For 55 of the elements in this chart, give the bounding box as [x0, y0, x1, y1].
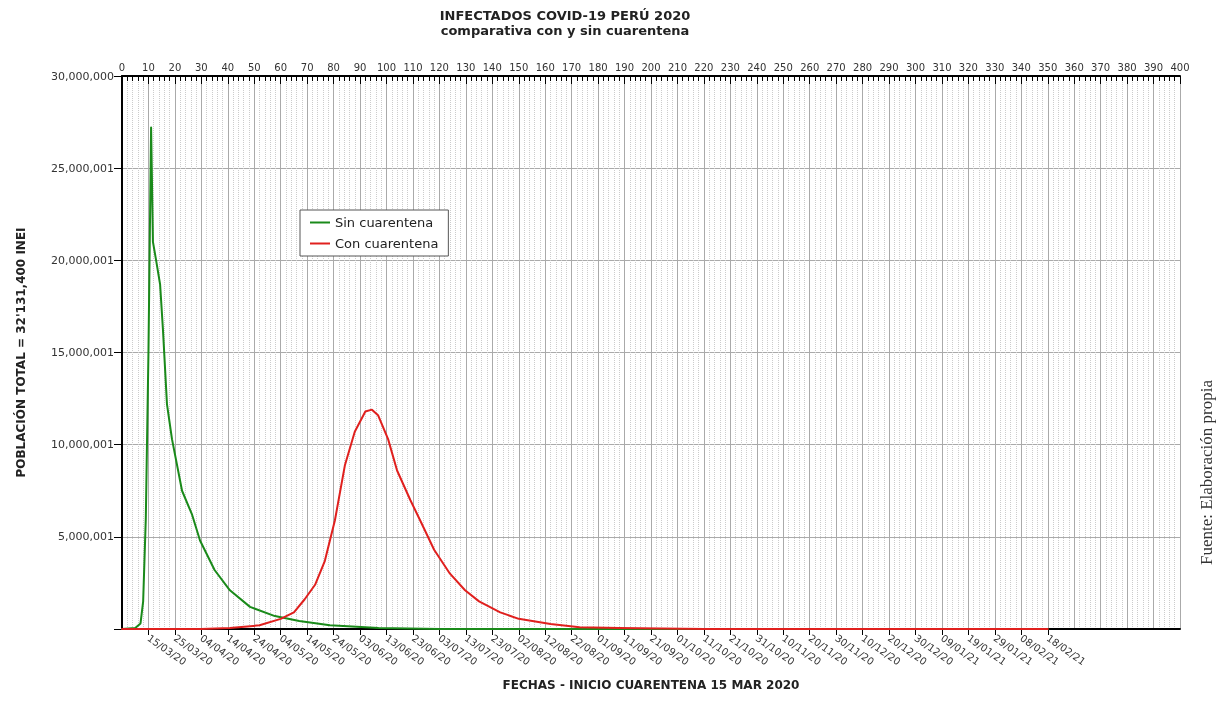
x-tick-label: 300 — [905, 61, 926, 73]
x-tick-label: 230 — [720, 61, 740, 73]
x-tick-label: 20 — [168, 61, 182, 73]
x2-axis-title: FECHAS - INICIO CUARENTENA 15 MAR 2020 — [502, 678, 800, 692]
x-tick-label: 120 — [429, 61, 449, 73]
x-tick-label: 200 — [641, 61, 661, 73]
x-tick-label: 340 — [1011, 61, 1031, 73]
x-tick-label: 140 — [482, 61, 502, 73]
x-tick-label: 280 — [853, 61, 873, 73]
x-tick-label: 50 — [247, 61, 261, 73]
y-tick-label: 15,000,001 — [51, 346, 114, 359]
legend-label: Con cuarentena — [335, 236, 439, 251]
x-tick-label: 400 — [1170, 61, 1190, 73]
x-tick-label: 40 — [221, 61, 235, 73]
x-tick-label: 110 — [403, 61, 423, 73]
chart-subtitle: comparativa con y sin cuarentena — [440, 23, 690, 38]
x-tick-label: 260 — [800, 61, 820, 73]
x-tick-label: 360 — [1064, 61, 1084, 73]
y-tick-label: 10,000,001 — [51, 438, 114, 452]
y-tick-label: 25,000,001 — [51, 161, 114, 175]
x-tick-label: 270 — [826, 61, 846, 73]
x-tick-label: 70 — [300, 61, 314, 73]
y-tick-label: 5,000,001 — [58, 530, 114, 544]
chart-title: INFECTADOS COVID-19 PERÚ 2020 — [439, 8, 691, 23]
x-tick-label: 0 — [118, 61, 126, 73]
line-series — [121, 408, 1049, 630]
x-tick-label: 60 — [274, 61, 288, 73]
x-tick-label: 90 — [353, 61, 367, 73]
x-tick-label: 390 — [1144, 61, 1164, 73]
x-tick-label: 80 — [327, 61, 340, 73]
x-tick-label: 380 — [1117, 61, 1137, 73]
x-tick-label: 170 — [562, 61, 582, 73]
x-tick-label: 30 — [194, 61, 208, 73]
x-tick-label: 320 — [958, 61, 978, 73]
x-tick-label: 130 — [456, 61, 476, 73]
x-tick-label: 220 — [694, 61, 714, 73]
x-tick-label: 370 — [1091, 61, 1111, 73]
x-tick-label: 10 — [142, 61, 155, 73]
x-tick-label: 350 — [1038, 61, 1058, 73]
x-tick-label: 310 — [932, 61, 952, 73]
x-tick-label: 150 — [509, 61, 529, 73]
x-tick-label: 240 — [747, 61, 767, 73]
y-tick-label: 30,000,000 — [51, 69, 114, 83]
x-tick-label: 160 — [535, 61, 555, 73]
x-tick-label: 180 — [588, 61, 608, 73]
x-tick-label: 290 — [879, 61, 899, 73]
x-tick-label: 190 — [615, 61, 635, 73]
legend-label: Sin cuarentena — [335, 215, 434, 230]
y-axis-title: POBLACIÓN TOTAL = 32'131,400 INEI — [13, 227, 28, 478]
x-tick-label: 250 — [773, 61, 793, 73]
source-note: Fuente: Elaboración propia — [1197, 379, 1216, 566]
x-tick-label: 330 — [985, 61, 1005, 73]
y-tick-label: 20,000,001 — [51, 253, 114, 267]
x-tick-label: 210 — [667, 61, 687, 73]
x-tick-label: 100 — [376, 61, 397, 73]
